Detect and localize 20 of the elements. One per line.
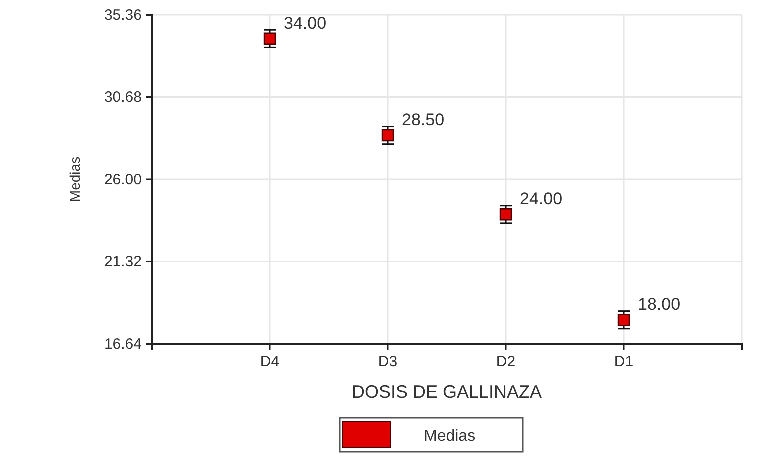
legend-label: Medias [424, 428, 476, 445]
point [618, 314, 630, 326]
data-label: 24.00 [520, 190, 563, 209]
y-tick-label: 30.68 [104, 89, 142, 106]
point [382, 129, 394, 142]
data-label: 28.50 [402, 110, 445, 130]
x-tick-label: D1 [614, 354, 634, 371]
x-axis-title: DOSIS DE GALLINAZA [352, 382, 542, 402]
point [264, 32, 276, 45]
y-tick-label: 26.00 [104, 171, 142, 188]
point [500, 208, 512, 221]
x-tick-label: D2 [496, 354, 516, 371]
x-tick-label: D4 [260, 354, 280, 371]
data-label: 18.00 [638, 295, 681, 314]
x-tick-label: D3 [378, 354, 398, 371]
y-axis-title: Medias [67, 156, 83, 202]
y-tick-label: 21.32 [104, 254, 142, 271]
data-label: 34.00 [284, 14, 327, 33]
y-tick-label: 35.36 [104, 6, 142, 24]
y-tick-label: 16.64 [104, 336, 142, 353]
